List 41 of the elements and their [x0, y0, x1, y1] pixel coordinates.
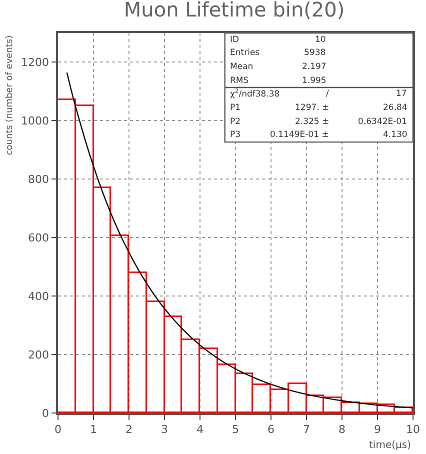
y-tick-label: 800: [28, 173, 50, 186]
x-tick-label: 6: [268, 422, 274, 436]
x-tick-label: 8: [338, 422, 346, 436]
x-tick-label: 0: [54, 422, 62, 436]
y-tick-label: 400: [28, 290, 50, 303]
y-tick-label: 600: [28, 231, 50, 244]
x-tick-label: 7: [303, 422, 310, 436]
x-tick-label: 1: [90, 422, 97, 436]
annotation: 26.84: [383, 103, 408, 113]
x-tick-label: 10: [406, 422, 420, 436]
annotation: ID: [230, 35, 240, 45]
annotation: /: [326, 89, 329, 99]
annotation: 2.197: [302, 62, 326, 72]
annotation: Entries: [230, 48, 260, 58]
annotation: 4.130: [383, 130, 408, 140]
y-tick-label: 1200: [21, 56, 50, 70]
annotation: 10: [315, 35, 326, 45]
chart-title: Muon Lifetime bin(20): [124, 0, 345, 22]
y-tick-label: 0: [42, 406, 50, 420]
annotation: 0.1149E-01 ±: [270, 130, 329, 140]
annotation: 2.325 ±: [295, 117, 330, 127]
annotation: 5938: [304, 48, 326, 58]
x-axis-title: time(μs): [369, 440, 412, 451]
x-tick-label: 3: [161, 422, 168, 436]
annotation: 1297. ±: [295, 103, 330, 113]
annotation: χ$^{2}$/ndf38.38: [230, 88, 280, 100]
y-tick-label: 1000: [21, 114, 50, 128]
x-tick-label: 2: [126, 422, 132, 436]
annotation: P2: [230, 117, 241, 127]
y-tick-label: 200: [28, 348, 50, 362]
annotation: 1.995: [302, 76, 326, 86]
y-axis-title: counts (number of events): [5, 35, 16, 156]
annotation: P1: [230, 103, 241, 113]
annotation: 17: [396, 89, 407, 99]
annotation: P3: [230, 130, 241, 140]
annotation: Mean: [230, 62, 254, 72]
x-tick-label: 5: [232, 422, 239, 436]
x-tick-label: 9: [374, 422, 381, 436]
annotation: 0.6342E-01: [358, 117, 407, 127]
x-tick-label: 4: [196, 422, 204, 436]
annotation: RMS: [230, 76, 249, 86]
